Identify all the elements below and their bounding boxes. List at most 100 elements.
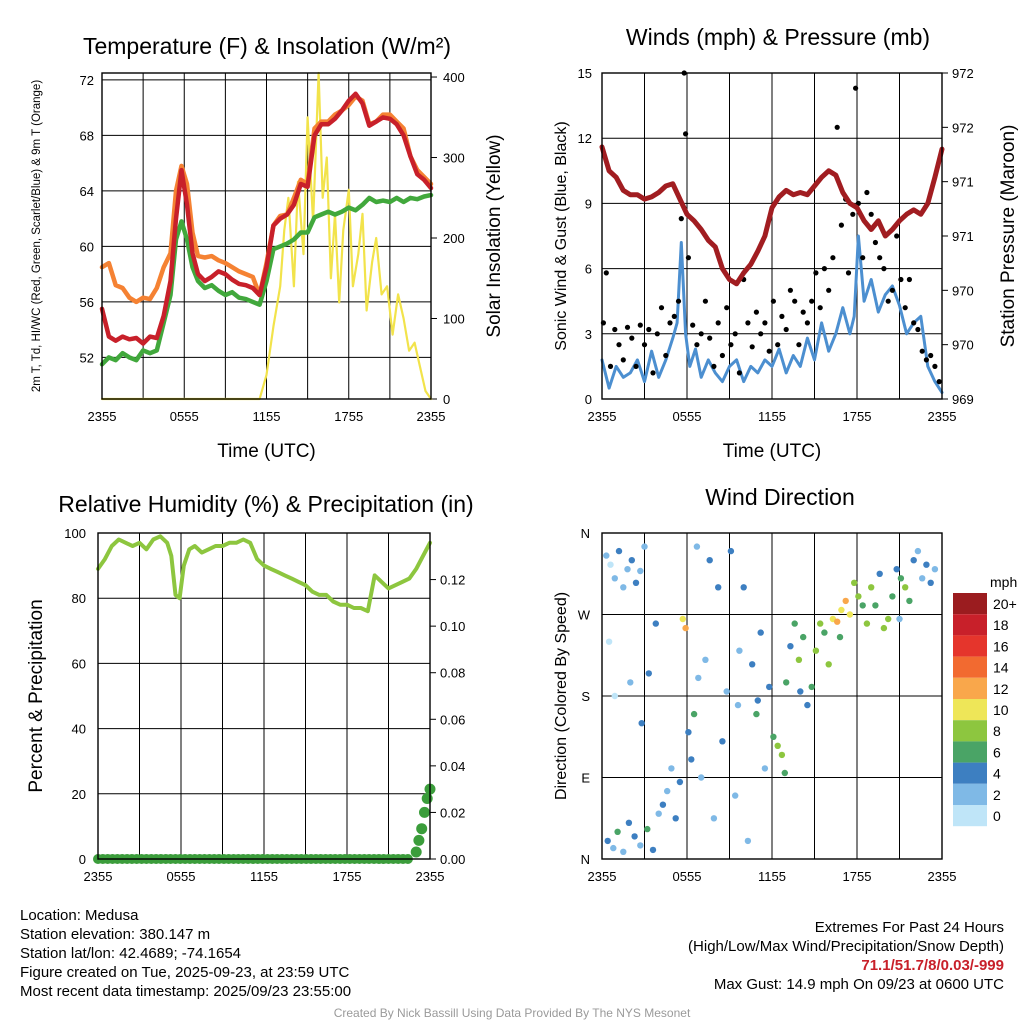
y2-tick-label: 970 [952,338,974,353]
gust-point [671,313,677,319]
direction-point [664,787,671,795]
elevation-text: Station elevation: 380.147 m [20,926,211,943]
x-tick-label: 2355 [84,869,113,884]
created-text: Figure created on Tue, 2025-09-23, at 23… [20,964,350,981]
gust-point [796,342,802,348]
direction-point [620,584,627,591]
extremes-subtitle: (High/Low/Max Wind/Precipitation/Snow De… [688,938,1004,955]
direction-point [627,679,634,686]
gust-point [923,357,930,363]
y2-tick-label: 972 [952,66,974,81]
direction-point [770,733,777,740]
gust-point [830,255,836,261]
direction-point [927,579,934,586]
chart-title: Temperature (F) & Insolation (W/m²) [83,33,451,59]
legend-label: 10 [993,702,1009,718]
gust-point [607,363,614,369]
direction-point [761,765,769,772]
y-tick-label: 20 [72,787,86,802]
direction-point [781,769,788,777]
gust-point [745,320,751,326]
direction-point [749,661,756,668]
gust-point [758,331,764,337]
series-line-station-pressure [599,144,945,287]
legend-label: 6 [993,744,1001,760]
x-tick-label: 2355 [588,409,617,424]
direction-point [637,567,644,575]
gust-point [838,222,845,228]
direction-point [723,688,730,695]
gust-point [629,335,635,341]
direction-point [727,547,735,555]
y2-tick-label: 400 [443,70,465,85]
direction-point [631,833,638,840]
latlon-text: Station lat/lon: 42.4689; -74.1654 [20,945,242,962]
direction-point [620,848,627,855]
gust-point [779,313,785,319]
direction-point [740,584,747,591]
gust-point [800,309,806,315]
legend-swatch [953,699,987,721]
y-tick-label: S [581,689,590,704]
legend-swatch [953,677,987,699]
gust-point [690,322,696,328]
y-tick-label: 52 [80,350,94,365]
direction-point [611,575,618,582]
gust-point [821,266,828,272]
chart-title: Winds (mph) & Pressure (mb) [626,24,930,50]
direction-point [885,615,892,623]
direction-point [676,778,684,786]
gust-point [678,216,684,222]
gust-point [817,305,823,311]
direction-point [715,584,722,591]
direction-point [607,561,614,568]
x-tick-label: 1755 [843,869,872,884]
direction-point [791,620,798,627]
gust-point [911,320,917,326]
station-info: Location: Medusa Station elevation: 380.… [20,906,351,1001]
y-axis-label: Direction (Colored By Speed) [553,592,570,800]
direction-point [863,620,871,627]
direction-point [906,597,913,605]
direction-point [836,633,844,641]
y-tick-label: 60 [80,239,94,254]
y2-tick-label: 0.04 [440,759,465,774]
extremes-title: Extremes For Past 24 Hours [814,919,1004,936]
x-tick-label: 0555 [170,409,199,424]
direction-point [876,570,883,577]
direction-point [615,547,623,555]
y2-tick-label: 969 [952,392,974,407]
direction-point [645,670,652,677]
gust-point [753,309,760,315]
direction-point [923,561,930,568]
direction-point [851,579,858,586]
gust-point [813,270,819,276]
direction-point [902,584,909,591]
gust-point [889,287,896,293]
gust-point [736,370,743,376]
legend-label: 16 [993,638,1009,654]
legend-swatch [953,741,987,763]
y-tick-label: 72 [80,73,94,88]
direction-point [838,606,845,614]
precip-point [416,823,428,835]
series-line-sonic-wind [600,234,944,394]
direction-point [821,629,828,636]
x-tick-label: 1155 [253,409,281,424]
direction-point [628,557,635,564]
x-tick-label: 0555 [673,869,702,884]
direction-point [614,828,621,835]
direction-point [778,751,786,759]
gust-point [845,270,852,276]
precip-point [421,793,433,804]
x-tick-label: 1755 [334,409,363,424]
series-line-2m-t [99,91,434,346]
legend-swatch [953,593,987,615]
gust-point [868,211,874,217]
direction-point [846,611,854,618]
gust-point [864,189,870,196]
y-tick-label: 68 [80,128,94,143]
gust-point [932,363,938,369]
legend-label: 8 [993,723,1001,739]
direction-point [679,615,686,623]
